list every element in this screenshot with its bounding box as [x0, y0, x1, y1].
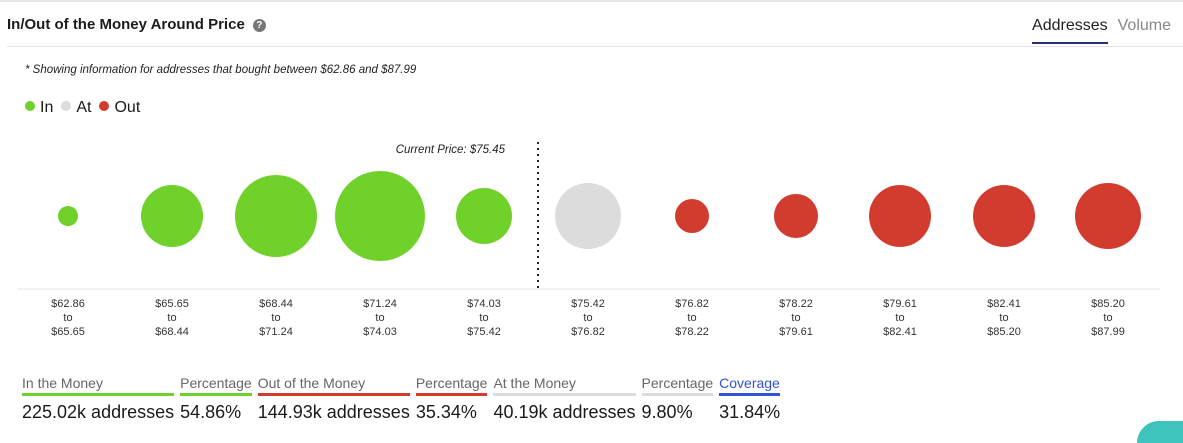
- out-dot-icon: [99, 101, 110, 111]
- bubble-in[interactable]: [235, 175, 317, 257]
- bubble-out[interactable]: [1075, 183, 1141, 249]
- legend-at[interactable]: At: [61, 99, 91, 117]
- stat-value: 9.80%: [641, 402, 693, 422]
- x-tick-from: $68.44: [259, 298, 293, 310]
- x-tick-from: $82.41: [987, 298, 1021, 310]
- x-tick-to: $87.99: [1091, 326, 1125, 338]
- x-tick-to-word: to: [375, 312, 385, 324]
- x-tick-to-word: to: [999, 312, 1009, 324]
- stat-0: In the Money 225.02k addresses: [22, 375, 175, 423]
- stat-label: Out of the Money: [257, 375, 410, 396]
- stat-value: 144.93k addresses: [257, 402, 410, 422]
- stat-value: 31.84%: [719, 402, 781, 422]
- stat-5: Percentage 9.80%: [641, 375, 714, 423]
- x-tick-label: $78.22 to $79.61: [756, 297, 836, 339]
- x-tick-from: $71.24: [363, 298, 397, 310]
- x-tick-to: $82.41: [883, 326, 917, 338]
- stat-4: At the Money 40.19k addresses: [493, 375, 636, 423]
- bubble-out[interactable]: [774, 194, 818, 238]
- bubble-out[interactable]: [675, 199, 709, 233]
- x-tick-label: $68.44 to $71.24: [236, 297, 316, 339]
- x-tick-from: $78.22: [779, 298, 813, 310]
- x-tick-label: $82.41 to $85.20: [964, 297, 1044, 339]
- x-tick-label: $76.82 to $78.22: [652, 297, 732, 339]
- stat-label: Percentage: [641, 375, 714, 396]
- x-tick-label: $79.61 to $82.41: [860, 297, 940, 339]
- stat-label: In the Money: [22, 375, 175, 396]
- stat-value: 54.86%: [180, 402, 242, 422]
- x-tick-to: $79.61: [779, 326, 813, 338]
- tab-volume[interactable]: Volume: [1117, 17, 1171, 34]
- x-tick-to: $76.82: [571, 326, 605, 338]
- x-tick-from: $79.61: [883, 298, 917, 310]
- bubble-out[interactable]: [973, 185, 1035, 247]
- x-tick-to-word: to: [687, 312, 697, 324]
- stat-label: Percentage: [180, 375, 252, 396]
- range-note: * Showing information for addresses that…: [25, 64, 417, 76]
- x-tick-from: $65.65: [155, 298, 189, 310]
- stat-label: At the Money: [493, 375, 636, 396]
- stat-label: Percentage: [415, 375, 488, 396]
- x-tick-to-word: to: [791, 312, 801, 324]
- x-tick-to: $74.03: [363, 326, 397, 338]
- bubble-in[interactable]: [141, 185, 203, 247]
- x-tick-label: $62.86 to $65.65: [28, 297, 108, 339]
- legend: In At Out: [25, 99, 140, 117]
- x-tick-to-word: to: [583, 312, 593, 324]
- x-tick-from: $85.20: [1091, 298, 1125, 310]
- x-tick-to: $85.20: [987, 326, 1021, 338]
- x-tick-to-word: to: [63, 312, 73, 324]
- x-tick-to: $68.44: [155, 326, 189, 338]
- x-tick-to: $65.65: [51, 326, 85, 338]
- x-tick-to: $71.24: [259, 326, 293, 338]
- bubble-in[interactable]: [335, 171, 425, 261]
- x-tick-to-word: to: [167, 312, 177, 324]
- stat-2: Out of the Money 144.93k addresses: [257, 375, 410, 423]
- in-dot-icon: [25, 101, 35, 111]
- stat-value: 225.02k addresses: [22, 402, 175, 422]
- divider: [7, 46, 1183, 47]
- summary-stats: In the Money 225.02k addresses Percentage 5…: [22, 375, 781, 423]
- x-tick-from: $75.42: [571, 298, 605, 310]
- legend-in[interactable]: In: [25, 99, 53, 117]
- x-tick-label: $74.03 to $75.42: [444, 297, 524, 339]
- x-tick-to: $75.42: [467, 326, 501, 338]
- chat-button[interactable]: [1137, 421, 1183, 443]
- bubble-in[interactable]: [456, 188, 512, 244]
- x-tick-from: $74.03: [467, 298, 501, 310]
- view-tabs: Addresses Volume: [1032, 17, 1171, 44]
- question-circle-icon[interactable]: ?: [252, 19, 266, 32]
- x-tick-label: $75.42 to $76.82: [548, 297, 628, 339]
- x-tick-label: $71.24 to $74.03: [340, 297, 420, 339]
- current-price-label: Current Price: $75.45: [396, 144, 506, 156]
- stat-value: 40.19k addresses: [493, 402, 636, 422]
- stat-value: 35.34%: [415, 402, 477, 422]
- bubble-out[interactable]: [869, 185, 931, 247]
- x-tick-to-word: to: [271, 312, 281, 324]
- widget-title: In/Out of the Money Around Price?: [7, 16, 266, 33]
- legend-out[interactable]: Out: [99, 99, 140, 117]
- bubble-in[interactable]: [58, 206, 78, 226]
- x-tick-to: $78.22: [675, 326, 709, 338]
- tab-addresses[interactable]: Addresses: [1032, 17, 1108, 44]
- x-tick-to-word: to: [479, 312, 489, 324]
- x-tick-to-word: to: [1103, 312, 1113, 324]
- bubble-at[interactable]: [555, 183, 621, 249]
- x-tick-label: $65.65 to $68.44: [132, 297, 212, 339]
- x-tick-to-word: to: [895, 312, 905, 324]
- x-tick-from: $76.82: [675, 298, 709, 310]
- stat-3: Percentage 35.34%: [415, 375, 488, 423]
- at-dot-icon: [61, 101, 72, 111]
- stat-1: Percentage 54.86%: [180, 375, 252, 423]
- stat-6: Coverage 31.84%: [719, 375, 781, 423]
- x-tick-label: $85.20 to $87.99: [1068, 297, 1148, 339]
- stat-label: Coverage: [719, 375, 781, 396]
- x-tick-from: $62.86: [51, 298, 85, 310]
- bubble-chart: Current Price: $75.45: [18, 142, 1160, 290]
